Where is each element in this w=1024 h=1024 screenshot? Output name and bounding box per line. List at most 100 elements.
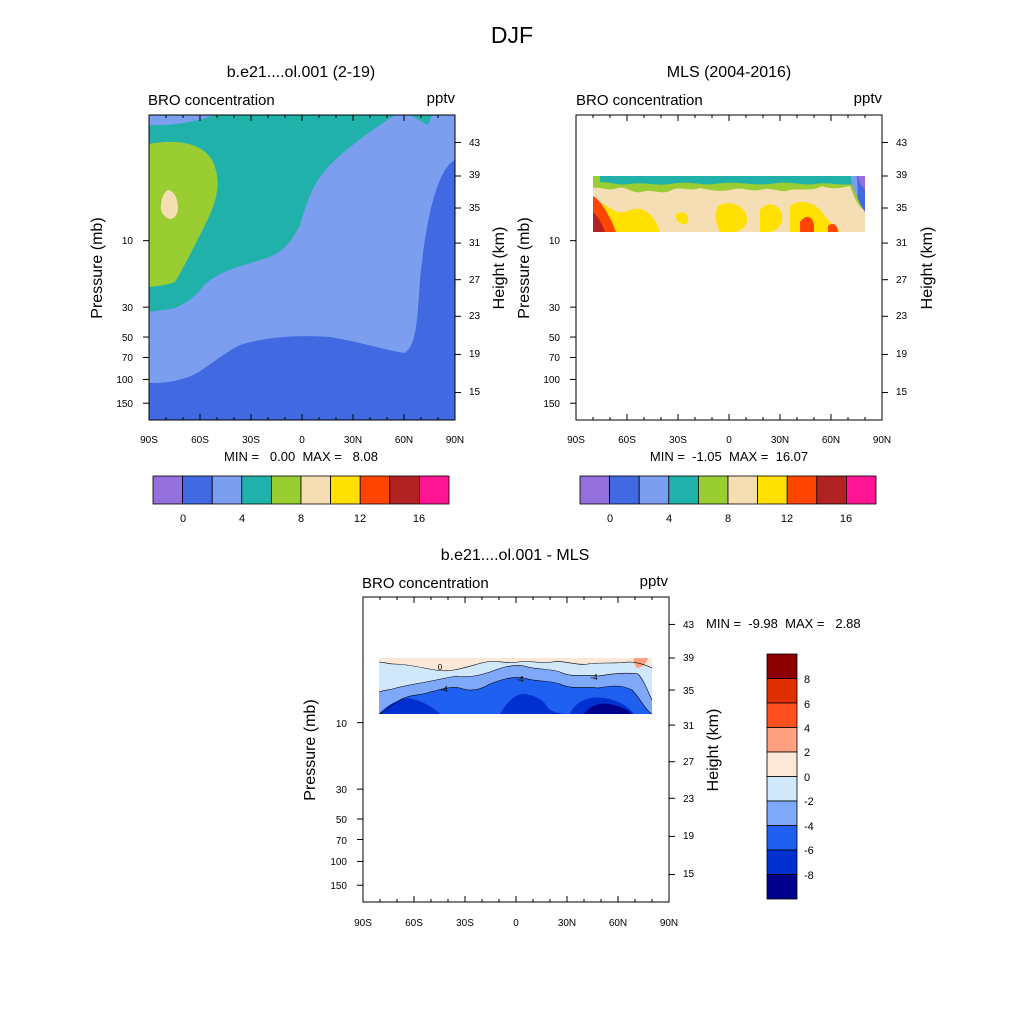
panel1-ytick-label: 10	[122, 236, 134, 247]
panel1-pressure-axis: 10 30 50 70 100 150	[116, 236, 133, 410]
panel2-ylabel: Pressure (mb)	[516, 217, 533, 318]
panel2-fill-dark-red	[593, 212, 605, 232]
panel-difference: b.e21....ol.001 - MLS BRO concentration …	[302, 547, 861, 929]
panel1-htick-label: 27	[469, 275, 481, 286]
panel3-htick-label: 27	[683, 757, 695, 768]
panel2-colorbar-labels: 0 4 8 12 16	[607, 513, 852, 525]
colorbar-swatch	[638, 475, 670, 505]
panel2-htick-label: 15	[896, 387, 908, 398]
panel1-colorbar	[152, 475, 450, 505]
panel2-htick-label: 43	[896, 138, 908, 149]
panel3-pressure-axis: 10 30 50 70 100 150	[330, 719, 347, 892]
colorbar-swatch	[241, 475, 272, 505]
panel1-plot	[148, 114, 456, 421]
panel1-htick-label: 39	[469, 170, 481, 181]
panel2-fill-yellow	[593, 200, 840, 232]
panel3-colorbar	[766, 653, 798, 900]
panel1-htick-label: 23	[469, 311, 481, 322]
colorbar-swatch	[846, 475, 877, 505]
panel1-units-label: pptv	[427, 90, 456, 107]
panel1-fill-wheat	[160, 190, 178, 219]
panel1-htick-label: 15	[469, 387, 481, 398]
panel2-htick-label: 23	[896, 311, 908, 322]
colorbar-swatch	[668, 475, 699, 505]
panel-model: b.e21....ol.001 (2-19) BRO concentration…	[89, 64, 508, 525]
panel2-htick-label: 19	[896, 349, 908, 360]
panel1-ytick-label: 70	[122, 353, 134, 364]
colorbar-swatch	[766, 751, 798, 777]
panel1-ylabel-right: Height (km)	[491, 227, 508, 310]
colorbar-swatch	[152, 475, 184, 505]
panel2-xtick-label: 0	[726, 435, 732, 446]
panel1-htick-label: 43	[469, 138, 481, 149]
panel1-xtick-label: 60S	[191, 435, 209, 446]
panel1-xtick-label: 30N	[344, 435, 362, 446]
colorbar-swatch	[389, 475, 420, 505]
panel1-xtick-label: 90S	[140, 435, 158, 446]
panel2-htick-label: 35	[896, 203, 908, 214]
panel3-colorbar-label: 6	[804, 699, 810, 711]
panel2-htick-label: 39	[896, 170, 908, 181]
panel3-ytick-label: 30	[336, 785, 348, 796]
panel2-title: MLS (2004-2016)	[667, 64, 792, 81]
panel2-htick-label: 27	[896, 275, 908, 286]
colorbar-swatch	[211, 475, 243, 505]
panel3-htick-label: 35	[683, 686, 695, 697]
panel3-contour-line	[378, 661, 653, 672]
panel1-left-label: BRO concentration	[148, 92, 275, 109]
colorbar-swatch	[359, 475, 391, 505]
panel3-htick-label: 23	[683, 794, 695, 805]
panel3-xtick-label: 60S	[405, 918, 423, 929]
colorbar-swatch	[766, 849, 798, 875]
colorbar-swatch	[727, 475, 759, 505]
colorbar-swatch	[766, 727, 798, 753]
panel1-htick-label: 31	[469, 238, 481, 249]
colorbar-swatch	[182, 475, 213, 505]
panel2-ticks	[570, 115, 888, 420]
figure-title: DJF	[491, 22, 533, 48]
panel2-xtick-label: 30N	[771, 435, 789, 446]
panel3-xtick-label: 30S	[456, 918, 474, 929]
colorbar-swatch	[766, 825, 798, 851]
panel3-xtick-label: 90S	[354, 918, 372, 929]
panel3-ticks	[357, 597, 675, 902]
panel3-colorbar-label: 0	[804, 772, 810, 784]
panel2-colorbar-label: 0	[607, 513, 613, 525]
panel3-colorbar-label: 4	[804, 723, 810, 735]
panel3-plot: 0 -4 -4 -4	[362, 596, 670, 903]
panel3-min-max: MIN = -9.98 MAX = 2.88	[706, 616, 861, 631]
panel2-ytick-label: 30	[549, 303, 561, 314]
panel2-fill-purple-edge	[858, 176, 865, 190]
panel1-xtick-label: 90N	[446, 435, 464, 446]
panel2-xtick-label: 90N	[873, 435, 891, 446]
colorbar-swatch	[609, 475, 640, 505]
panel1-colorbar-label: 12	[354, 513, 366, 525]
panel3-htick-label: 43	[683, 620, 695, 631]
panel3-xtick-label: 30N	[558, 918, 576, 929]
panel3-contour-label: -4	[516, 675, 524, 684]
panel3-contour-line	[378, 677, 653, 715]
colorbar-swatch	[698, 475, 729, 505]
panel1-x-axis: 90S 60S 30S 0 30N 60N 90N	[140, 435, 464, 446]
panel3-xtick-label: 0	[513, 918, 519, 929]
colorbar-swatch	[330, 475, 361, 505]
panel1-height-axis: 43 39 35 31 27 23 19 15	[469, 138, 481, 398]
panel1-xtick-label: 30S	[242, 435, 260, 446]
panel3-height-axis: 43 39 35 31 27 23 19 15	[683, 620, 695, 880]
panel2-min-max: MIN = -1.05 MAX = 16.07	[650, 449, 808, 464]
panel2-colorbar-label: 16	[840, 513, 852, 525]
panel2-fill-orange	[593, 196, 838, 232]
panel3-contour-label: 0	[438, 663, 443, 672]
panel3-contour-labels: 0 -4 -4 -4	[438, 663, 598, 694]
panel1-ytick-label: 100	[116, 375, 133, 386]
panel2-left-label: BRO concentration	[576, 92, 703, 109]
panel3-colorbar-label: 8	[804, 674, 810, 686]
panel3-units-label: pptv	[640, 573, 669, 590]
panel1-ytick-label: 30	[122, 303, 134, 314]
panel2-pressure-axis: 10 30 50 70 100 150	[543, 236, 560, 410]
panel1-colorbar-labels: 0 4 8 12 16	[180, 513, 425, 525]
panel3-htick-label: 31	[683, 721, 695, 732]
panel3-contour-label: -4	[590, 673, 598, 682]
panel2-ytick-label: 70	[549, 353, 561, 364]
